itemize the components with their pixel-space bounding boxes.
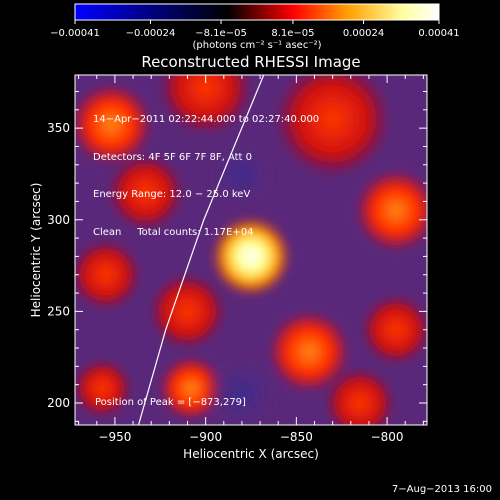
intensity-source xyxy=(207,139,277,209)
intensity-source xyxy=(210,215,292,298)
colorbar xyxy=(74,3,440,21)
colorbar-tick-label: 0.00041 xyxy=(418,28,459,39)
y-tick-label: 350 xyxy=(47,121,70,135)
intensity-source xyxy=(274,75,391,178)
intensity-source xyxy=(75,83,152,166)
info-total-counts: Clean Total counts: 1.17E+04 xyxy=(93,226,254,238)
y-axis-label: Heliocentric Y (arcsec) xyxy=(29,183,43,318)
chart-title: Reconstructed RHESSI Image xyxy=(141,53,360,71)
footer-date: 7−Aug−2013 16:00 xyxy=(391,484,492,495)
x-tick-label: −800 xyxy=(371,430,404,444)
heatmap-area xyxy=(75,75,427,425)
solar-limb-curve xyxy=(137,75,265,425)
x-tick-label: −850 xyxy=(280,430,313,444)
intensity-source xyxy=(149,273,226,350)
observation-info: 14−Apr−2011 02:22:44.000 to 02:27:40.000… xyxy=(93,89,319,252)
plot-frame xyxy=(74,74,428,426)
colorbar-tick-label: 8.1e−05 xyxy=(271,28,314,39)
y-tick-label: 300 xyxy=(47,213,70,227)
axis-ticks: −950 −900 −850 −800 200 250 300 350 xyxy=(47,75,427,444)
intensity-source xyxy=(325,368,395,425)
intensity-source xyxy=(355,169,427,252)
intensity-source xyxy=(268,311,350,393)
intensity-source xyxy=(201,353,283,425)
y-tick-label: 200 xyxy=(47,396,70,410)
colorbar-ticks: −0.00041 −0.00024 −8.1e−05 8.1e−05 0.00024 0.… xyxy=(50,20,460,39)
colorbar-tick-label: −8.1e−05 xyxy=(195,28,247,39)
x-tick-label: −900 xyxy=(189,430,222,444)
intensity-source xyxy=(75,239,141,310)
intensity-source xyxy=(75,359,132,418)
colorbar-tick-label: 0.00024 xyxy=(343,28,384,39)
x-axis-label: Heliocentric X (arcsec) xyxy=(183,447,319,461)
intensity-source xyxy=(361,294,427,365)
colorbar-unit-label: (photons cm⁻² s⁻¹ asec⁻²) xyxy=(192,40,321,51)
info-time-range: 14−Apr−2011 02:22:44.000 to 02:27:40.000 xyxy=(93,114,320,125)
colorbar-tick-label: −0.00024 xyxy=(126,28,176,39)
colorbar-tick-label: −0.00041 xyxy=(50,28,100,39)
info-detectors: Detectors: 4F 5F 6F 7F 8F, Att 0 xyxy=(93,151,253,163)
intensity-source xyxy=(108,154,184,231)
x-tick-label: −950 xyxy=(98,430,131,444)
y-tick-label: 250 xyxy=(47,304,70,318)
peak-position-label: Position of Peak = [−873,279] xyxy=(95,397,246,408)
intensity-source xyxy=(159,75,253,135)
info-energy-range: Energy Range: 12.0 − 25.0 keV xyxy=(93,189,251,200)
